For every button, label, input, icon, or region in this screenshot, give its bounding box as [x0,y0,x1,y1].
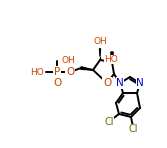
Text: HO: HO [30,67,44,77]
Text: O: O [66,67,74,77]
Text: N: N [116,78,124,88]
Text: P: P [54,67,60,77]
Text: N: N [136,78,144,88]
Polygon shape [111,52,113,62]
Text: OH: OH [61,56,75,65]
Text: OH: OH [93,37,107,46]
Polygon shape [81,67,93,70]
Text: O: O [103,78,111,88]
Text: Cl: Cl [128,124,138,134]
Text: O: O [53,78,61,88]
Text: Cl: Cl [104,117,114,127]
Text: HO: HO [104,55,118,64]
